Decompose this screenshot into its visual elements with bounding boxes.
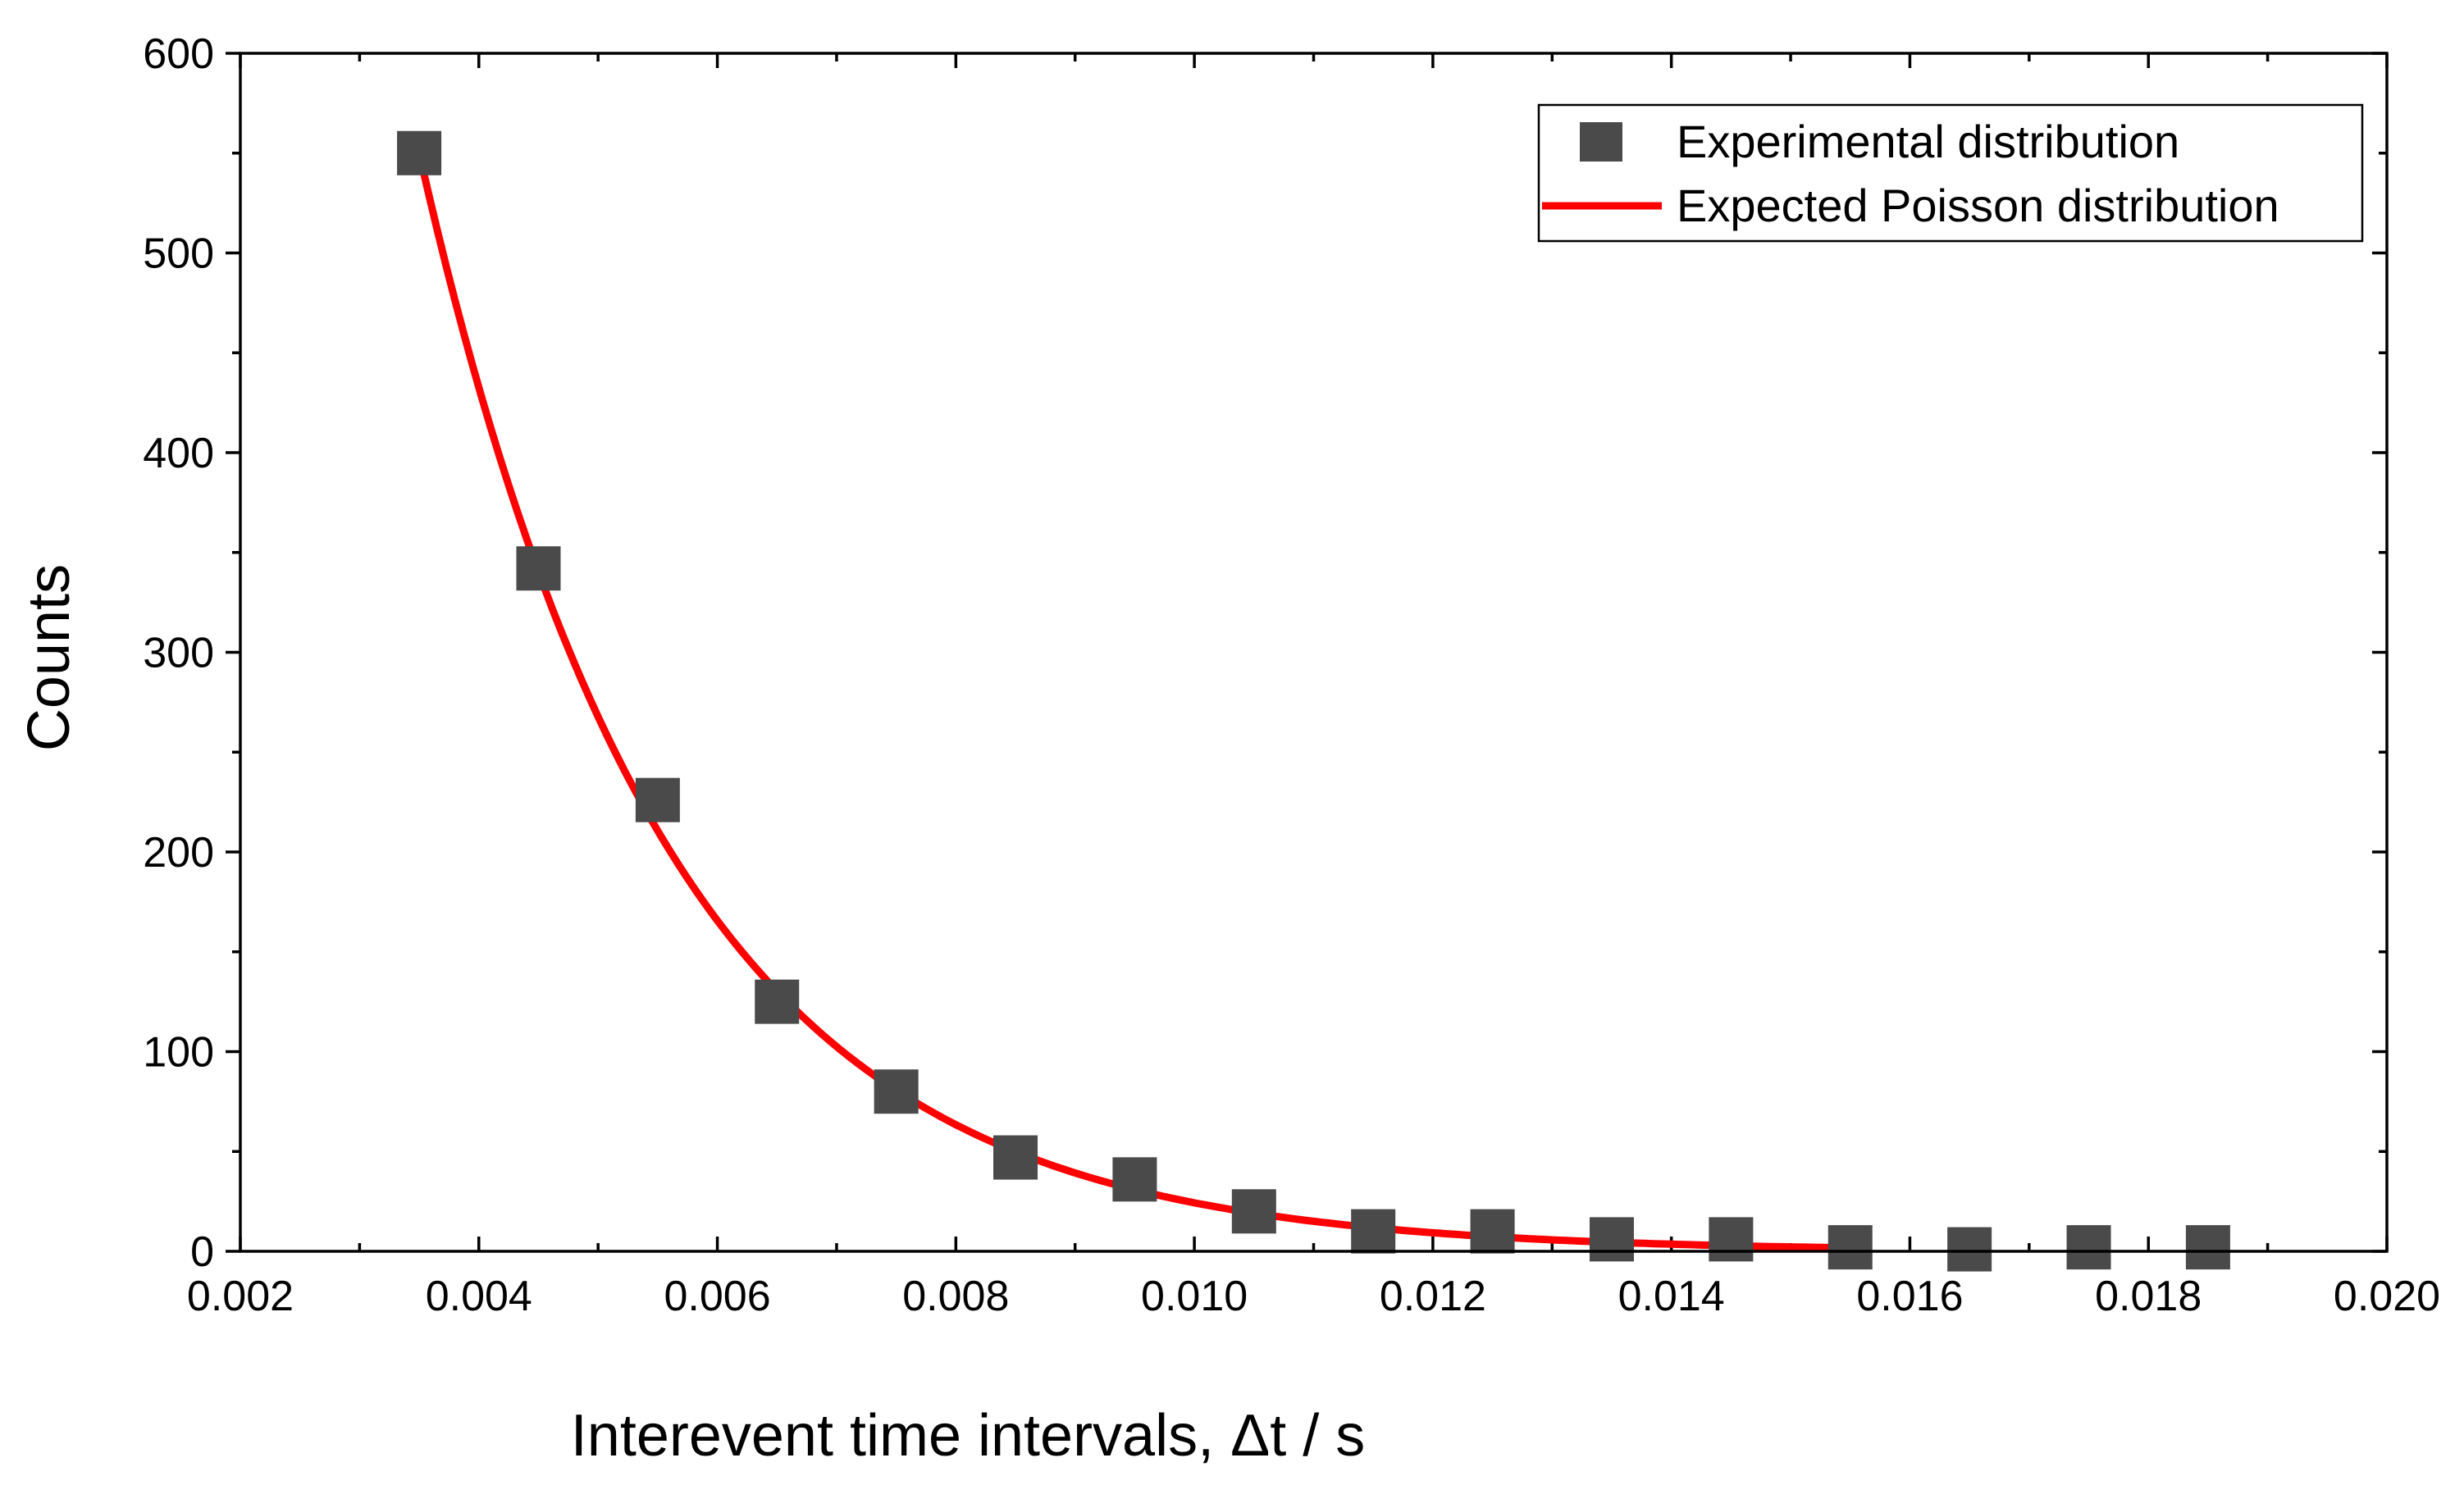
y-tick-label: 100	[143, 1029, 214, 1077]
data-point-marker	[1589, 1217, 1634, 1262]
x-tick-label: 0.014	[1618, 1273, 1725, 1320]
data-point-marker	[516, 546, 561, 591]
data-point-marker	[755, 979, 800, 1024]
x-tick-label: 0.012	[1380, 1273, 1486, 1320]
x-tick-label: 0.016	[1856, 1273, 1963, 1320]
data-point-marker	[993, 1135, 1038, 1180]
x-axis-title: Interevent time intervals, Δt / s	[571, 1403, 1365, 1469]
data-point-marker	[635, 777, 680, 822]
data-point-marker	[1470, 1209, 1515, 1254]
data-point-marker	[1947, 1227, 1992, 1272]
data-point-marker	[397, 130, 442, 175]
x-tick-label: 0.020	[2334, 1273, 2440, 1320]
data-point-marker	[2185, 1225, 2230, 1270]
x-tick-label: 0.002	[187, 1273, 294, 1320]
y-tick-label: 600	[143, 30, 214, 78]
data-point-marker	[1351, 1209, 1396, 1254]
legend-label-poisson: Expected Poisson distribution	[1677, 180, 2279, 231]
poisson-fit-curve	[415, 149, 1855, 1252]
data-point-marker	[1827, 1225, 1873, 1270]
legend: Experimental distribution Expected Poiss…	[1537, 103, 2364, 243]
legend-label-experimental: Experimental distribution	[1677, 116, 2179, 167]
y-tick-label: 400	[143, 430, 214, 477]
legend-marker-swatch	[1580, 122, 1622, 162]
x-tick-label: 0.004	[426, 1273, 532, 1320]
y-tick-label: 500	[143, 230, 214, 278]
y-tick-label: 200	[143, 829, 214, 877]
data-point-marker	[1112, 1157, 1157, 1202]
legend-box	[1537, 103, 2364, 243]
data-point-marker	[874, 1069, 919, 1114]
plot-frame	[239, 52, 2389, 1253]
x-tick-label: 0.018	[2095, 1273, 2202, 1320]
x-tick-labels: 0.002 0.004 0.006 0.008 0.010 0.012 0.014 0.016…	[187, 1273, 2440, 1320]
data-point-marker	[1231, 1189, 1276, 1234]
x-tick-label: 0.006	[664, 1273, 770, 1320]
y-tick-label: 0	[190, 1228, 214, 1276]
x-tick-label: 0.010	[1141, 1273, 1248, 1320]
x-tick-label: 0.008	[902, 1273, 1009, 1320]
experimental-markers	[397, 130, 2230, 1272]
y-tick-label: 300	[143, 630, 214, 677]
y-axis-title: Counts	[16, 564, 82, 751]
data-point-marker	[1709, 1217, 1754, 1262]
data-point-marker	[2066, 1225, 2111, 1270]
y-tick-labels: 0 100 200 300 400 500 600	[143, 30, 214, 1276]
